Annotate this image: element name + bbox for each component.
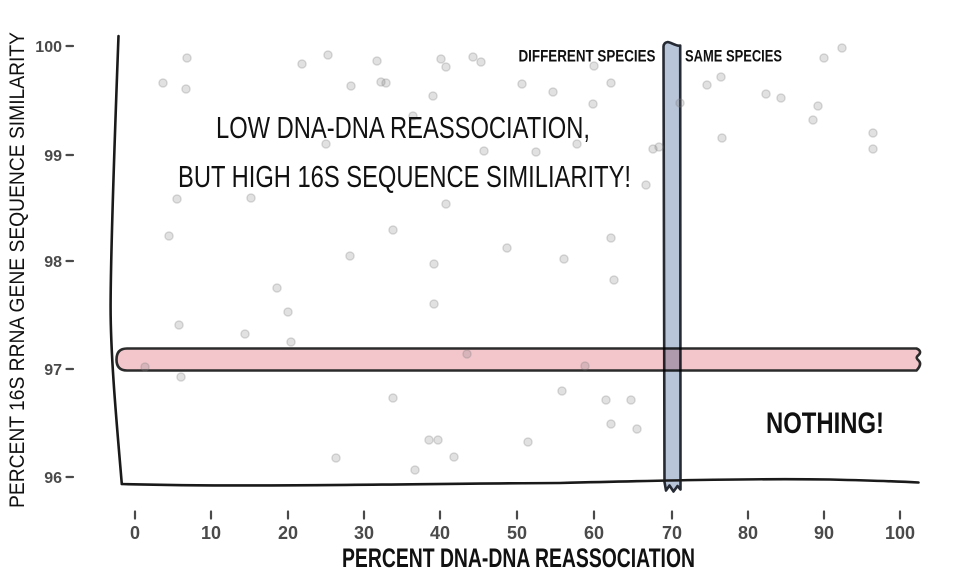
svg-text:SAME SPECIES: SAME SPECIES [685, 48, 782, 66]
svg-text:50: 50 [507, 523, 527, 543]
svg-text:99: 99 [44, 148, 62, 165]
svg-text:80: 80 [738, 523, 758, 543]
svg-text:30: 30 [354, 523, 374, 543]
svg-text:BUT HIGH 16S SEQUENCE SIMILIAR: BUT HIGH 16S SEQUENCE SIMILIARITY! [178, 159, 631, 194]
svg-text:10: 10 [201, 523, 221, 543]
svg-text:40: 40 [430, 523, 450, 543]
svg-text:NOTHING!: NOTHING! [766, 407, 884, 440]
svg-text:20: 20 [278, 523, 298, 543]
svg-text:LOW DNA-DNA REASSOCIATION,: LOW DNA-DNA REASSOCIATION, [216, 110, 590, 145]
svg-text:DIFFERENT SPECIES: DIFFERENT SPECIES [519, 48, 656, 66]
svg-text:100: 100 [885, 523, 915, 543]
svg-text:PERCENT DNA-DNA REASSOCIATION: PERCENT DNA-DNA REASSOCIATION [342, 543, 695, 573]
svg-text:96: 96 [44, 470, 62, 487]
svg-text:PERCENT 16S RRNA GENE SEQUENCE: PERCENT 16S RRNA GENE SEQUENCE SIMILARIT… [6, 32, 29, 508]
svg-text:97: 97 [44, 362, 62, 379]
svg-text:70: 70 [662, 523, 682, 543]
svg-text:90: 90 [814, 523, 834, 543]
svg-text:0: 0 [130, 523, 140, 543]
svg-text:98: 98 [44, 254, 62, 271]
svg-text:60: 60 [584, 523, 604, 543]
svg-text:100: 100 [35, 39, 62, 56]
